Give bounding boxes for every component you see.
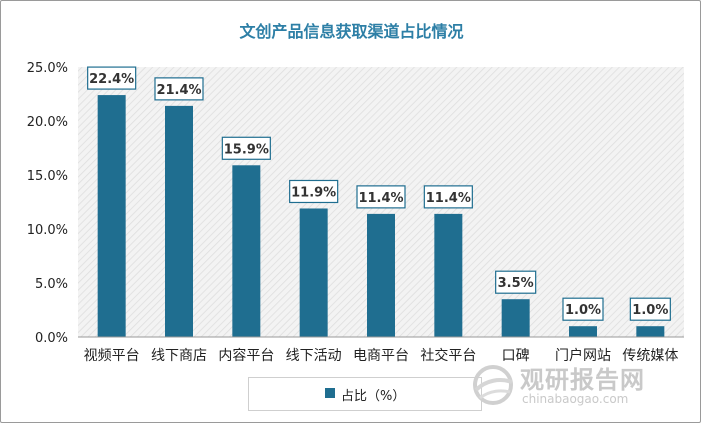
globe-logo-icon xyxy=(473,365,513,405)
bar xyxy=(569,326,597,337)
data-label-box xyxy=(423,185,473,209)
bar xyxy=(97,95,126,337)
data-label-box xyxy=(562,297,604,321)
bar xyxy=(367,213,395,337)
data-label: 3.5% xyxy=(498,276,534,291)
bar xyxy=(434,213,463,337)
data-label: 11.9% xyxy=(291,185,336,200)
watermark-name: 观研报告网 xyxy=(520,366,645,394)
bar xyxy=(299,208,328,337)
x-tick-label: 门户网站 xyxy=(555,347,611,364)
y-tick-label: 0.0% xyxy=(35,331,68,346)
x-tick-label: 口碑 xyxy=(502,348,530,364)
x-tick-label: 内容平台 xyxy=(218,347,274,364)
x-tick-label: 线下活动 xyxy=(286,348,342,364)
watermark-url: chinabaogao.com xyxy=(522,392,629,406)
x-tick-label: 社交平台 xyxy=(420,347,476,364)
x-tick-label: 线下商店 xyxy=(151,348,207,364)
data-label: 1.0% xyxy=(632,303,668,318)
bar xyxy=(636,326,665,337)
y-tick-label: 10.0% xyxy=(27,223,68,238)
y-tick-label: 20.0% xyxy=(27,115,68,130)
chart-title: 文创产品信息获取渠道占比情况 xyxy=(239,22,464,41)
x-tick-label: 视频平台 xyxy=(84,348,140,364)
data-label-box xyxy=(495,270,537,294)
data-label-box xyxy=(629,297,671,321)
data-label: 11.4% xyxy=(426,191,471,206)
data-label: 15.9% xyxy=(224,142,269,157)
y-tick-label: 5.0% xyxy=(35,277,68,292)
data-label-box xyxy=(154,77,204,101)
watermark: 观研报告网 chinabaogao.com xyxy=(470,358,690,416)
data-label: 21.4% xyxy=(156,83,201,98)
y-tick-label: 25.0% xyxy=(27,61,68,76)
y-tick-label: 15.0% xyxy=(27,169,68,184)
data-label: 1.0% xyxy=(565,303,601,318)
y-axis: 0.0% 5.0% 10.0% 15.0% 20.0% 25.0% xyxy=(27,61,68,346)
x-tick-label: 电商平台 xyxy=(353,348,409,364)
legend: 占比（%） xyxy=(248,377,482,411)
bars: 22.4% 21.4% 15.9% 11.9% 11.4% 11.4% 3.5% 1.0% 1.… xyxy=(87,66,671,337)
x-tick-label: 传统媒体 xyxy=(622,348,678,364)
legend-label: 占比（%） xyxy=(341,389,406,404)
data-label-box xyxy=(87,66,137,90)
bar xyxy=(165,105,193,337)
data-label: 22.4% xyxy=(89,72,134,87)
bar xyxy=(501,299,530,337)
data-label-box xyxy=(356,185,406,209)
bar xyxy=(232,165,261,337)
data-label: 11.4% xyxy=(358,191,403,206)
legend-swatch xyxy=(325,388,335,398)
data-label-box xyxy=(289,179,339,204)
data-label-box xyxy=(221,136,271,160)
x-axis: 视频平台 线下商店 内容平台 线下活动 电商平台 社交平台 口碑 门户网站 传统媒体 xyxy=(78,336,684,364)
